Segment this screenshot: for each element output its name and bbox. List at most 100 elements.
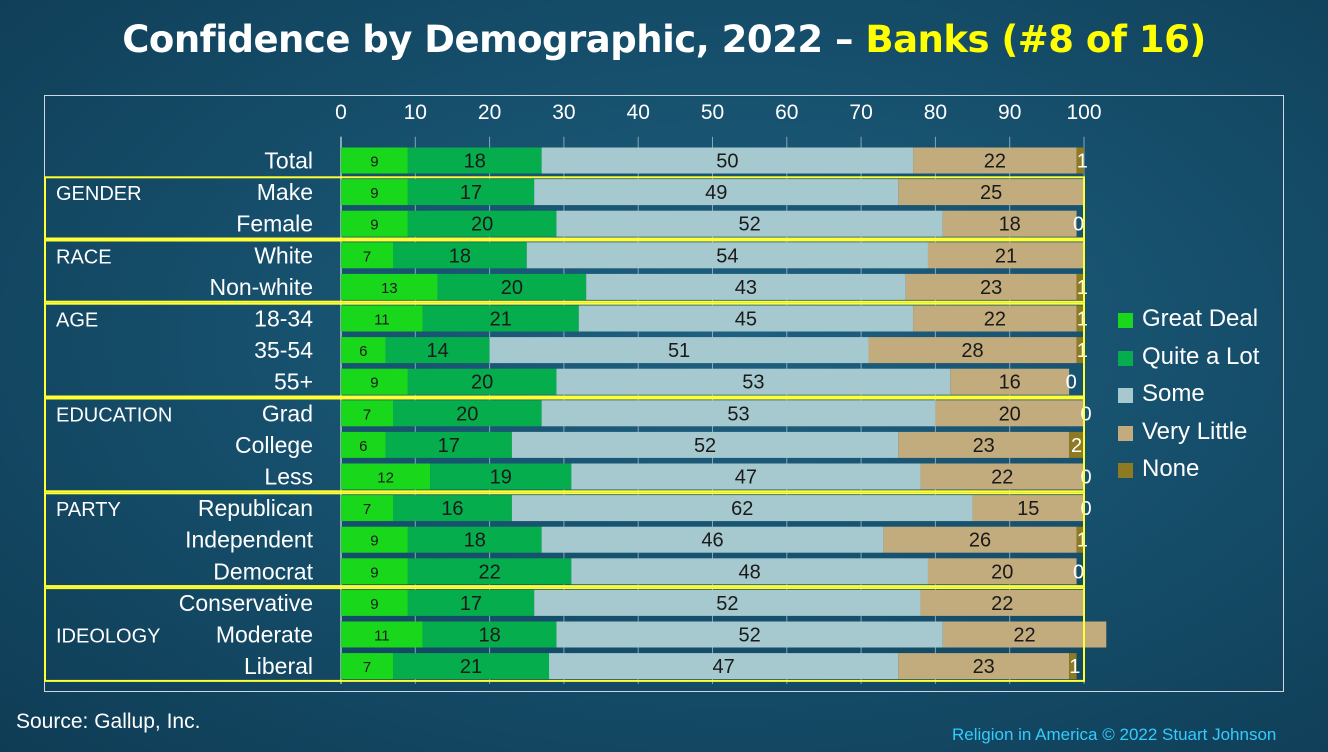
bar-segment [883, 526, 1077, 553]
bar-segment [393, 653, 550, 680]
group-box [44, 587, 1085, 682]
x-tick-label: 20 [478, 101, 501, 124]
group-label: IDEOLOGY [56, 626, 160, 648]
bar-segment [1076, 147, 1084, 174]
bar-value-label: 20 [991, 561, 1013, 583]
group-box [44, 492, 1085, 588]
bar-segment [913, 305, 1077, 332]
group-box [44, 176, 1085, 240]
bar-value-label: 46 [701, 530, 723, 552]
bar-value-label: 18 [478, 625, 500, 647]
bar-value-label: 47 [735, 467, 757, 489]
category-label: Conservative [179, 590, 313, 616]
bar-segment [1076, 273, 1084, 300]
bar-segment [549, 653, 899, 680]
bar-segment [430, 463, 572, 490]
category-label: Democrat [213, 558, 313, 584]
bar-segment [534, 179, 899, 206]
bar-segment [341, 337, 386, 364]
bar-segment [920, 463, 1084, 490]
bar-segment [407, 526, 542, 553]
bar-value-label: 2 [1071, 435, 1082, 457]
legend-swatch-quite-a-lot [1118, 350, 1133, 366]
bar-value-label: 1 [1077, 309, 1088, 331]
category-label: Make [257, 179, 313, 205]
x-tick-label: 90 [998, 101, 1021, 124]
bar-value-label: 26 [969, 530, 991, 552]
bar-value-label: 28 [961, 340, 983, 362]
bar-value-label: 11 [374, 312, 390, 329]
bar-segment [393, 242, 527, 269]
bar-value-label: 9 [370, 154, 378, 171]
bar-segment [556, 621, 943, 648]
bar-value-label: 22 [991, 593, 1013, 615]
bar-segment [393, 400, 542, 427]
bar-value-label: 53 [727, 403, 749, 425]
bar-segment [541, 400, 936, 427]
bar-segment [1076, 337, 1084, 364]
legend-label-quite-a-lot: Quite a Lot [1142, 342, 1260, 370]
category-label: 55+ [274, 369, 313, 395]
bar-segment [571, 558, 928, 585]
bar-value-label: 18 [464, 530, 486, 552]
bar-segment [341, 495, 394, 522]
bar-segment [341, 621, 423, 648]
bar-value-label: 20 [471, 214, 493, 236]
bar-value-label: 47 [713, 656, 735, 678]
bar-segment [942, 210, 1077, 237]
bar-value-label: 52 [716, 593, 738, 615]
bar-segment [341, 463, 431, 490]
bar-value-label: 43 [735, 277, 757, 299]
bar-segment [556, 210, 943, 237]
bar-value-label: 1 [1069, 656, 1080, 678]
x-tick-label: 100 [1066, 101, 1101, 124]
bar-segment [407, 368, 557, 395]
bar-segment [942, 621, 1107, 648]
bar-value-label: 19 [490, 467, 512, 489]
x-tick-label: 0 [335, 101, 347, 124]
bar-segment [1076, 526, 1084, 553]
category-label: College [235, 432, 313, 458]
bar-value-label: 15 [1017, 498, 1039, 520]
bar-value-label: 7 [363, 248, 371, 265]
bar-segment [341, 431, 386, 458]
category-label: White [254, 242, 313, 268]
bar-value-label: 0 [1066, 372, 1077, 394]
group-label: EDUCATION [56, 404, 172, 426]
bar-segment [920, 589, 1084, 616]
bar-segment [341, 242, 394, 269]
bar-segment [586, 273, 906, 300]
bar-value-label: 7 [363, 501, 371, 518]
category-label: Grad [262, 400, 313, 426]
category-label: Independent [185, 527, 314, 553]
category-label: 35-54 [254, 337, 313, 363]
bar-segment [341, 210, 408, 237]
bar-value-label: 48 [739, 561, 761, 583]
bar-value-label: 18 [449, 245, 471, 267]
group-box [44, 239, 1085, 303]
bar-value-label: 23 [980, 277, 1002, 299]
bar-value-label: 18 [999, 214, 1021, 236]
category-label: 18-34 [254, 306, 313, 332]
group-box [44, 397, 1085, 493]
bar-segment [437, 273, 587, 300]
bar-value-label: 50 [716, 151, 738, 173]
group-label: GENDER [56, 183, 142, 205]
bar-value-label: 20 [471, 372, 493, 394]
category-label: Non-white [209, 274, 313, 300]
bar-value-label: 0 [1073, 214, 1084, 236]
bar-value-label: 9 [370, 533, 378, 550]
bar-segment [927, 558, 1077, 585]
bar-segment [950, 368, 1070, 395]
legend-swatch-none [1118, 463, 1133, 478]
bar-value-label: 51 [668, 340, 690, 362]
bar-value-label: 22 [1013, 625, 1035, 647]
chart-title: Confidence by Demographic, 2022 – Banks … [0, 18, 1328, 61]
bar-value-label: 14 [426, 340, 448, 362]
legend-swatch-very-little [1118, 425, 1133, 441]
bar-segment [511, 431, 899, 458]
bar-segment [407, 210, 557, 237]
legend-label-some: Some [1142, 380, 1205, 407]
x-tick-label: 40 [627, 101, 650, 124]
bar-segment [393, 495, 512, 522]
